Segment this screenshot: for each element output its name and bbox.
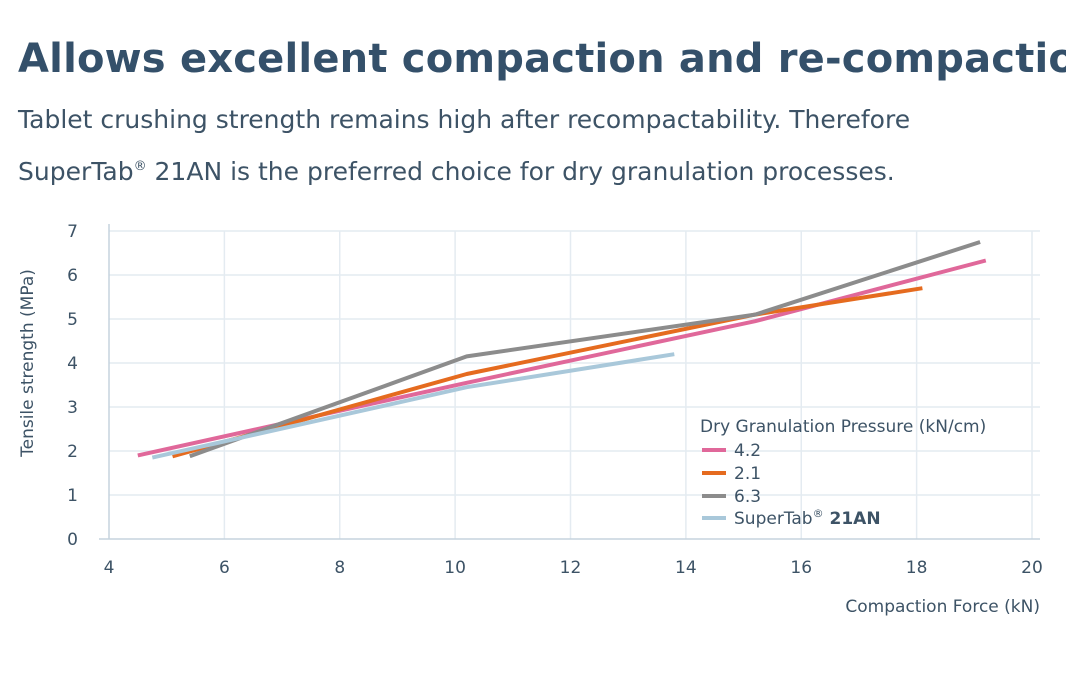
y-axis-label: Tensile strength (MPa) (18, 269, 38, 458)
subtitle-registered-mark: ® (133, 159, 147, 174)
chart-grid (109, 230, 1040, 539)
y-tick-label: 7 (67, 222, 78, 242)
legend-supertab-brand: SuperTab (734, 509, 813, 529)
legend-supertab-reg: ® (813, 507, 824, 520)
x-tick-label: 6 (219, 558, 230, 578)
x-tick-labels: 4 6 8 10 12 14 16 18 20 (104, 558, 1043, 578)
y-tick-label: 3 (67, 398, 78, 418)
y-tick-label: 1 (67, 486, 78, 506)
x-tick-label: 12 (560, 558, 582, 578)
y-tick-label: 6 (67, 266, 78, 286)
subtitle-line-2: 21AN is the preferred choice for dry gra… (146, 157, 895, 186)
x-tick-label: 4 (104, 558, 115, 578)
x-tick-label: 20 (1021, 558, 1043, 578)
x-tick-label: 14 (675, 558, 697, 578)
x-tick-label: 8 (334, 558, 345, 578)
y-tick-label: 5 (67, 310, 78, 330)
subtitle-brand: SuperTab (18, 157, 134, 186)
series-line-3 (151, 352, 675, 460)
x-tick-label: 18 (906, 558, 928, 578)
series-line-2 (189, 240, 981, 459)
legend-label-6-3: 6.3 (734, 487, 761, 507)
x-tick-label: 16 (790, 558, 812, 578)
page-title: Allows excellent compaction and re-compa… (18, 36, 1066, 82)
chart-series (137, 240, 987, 460)
legend-label-supertab: SuperTab® 21AN (734, 507, 881, 529)
legend-label-2-1: 2.1 (734, 464, 761, 484)
x-axis-label: Compaction Force (kN) (845, 597, 1040, 617)
chart-axes (99, 224, 1040, 540)
y-tick-label: 4 (67, 354, 78, 374)
y-tick-labels: 0 1 2 3 4 5 6 7 (67, 222, 78, 550)
subtitle-line-1: Tablet crushing strength remains high af… (18, 105, 911, 134)
legend-label-4-2: 4.2 (734, 441, 761, 461)
chart-legend: Dry Granulation Pressure (kN/cm) 4.2 2.1… (700, 417, 986, 529)
legend-title: Dry Granulation Pressure (kN/cm) (700, 417, 986, 437)
page-subtitle: Tablet crushing strength remains high af… (18, 96, 1038, 195)
y-tick-label: 2 (67, 442, 78, 462)
y-tick-label: 0 (67, 530, 78, 550)
series-line-1 (171, 286, 923, 459)
x-tick-label: 10 (444, 558, 466, 578)
legend-supertab-bold: 21AN (824, 509, 881, 529)
